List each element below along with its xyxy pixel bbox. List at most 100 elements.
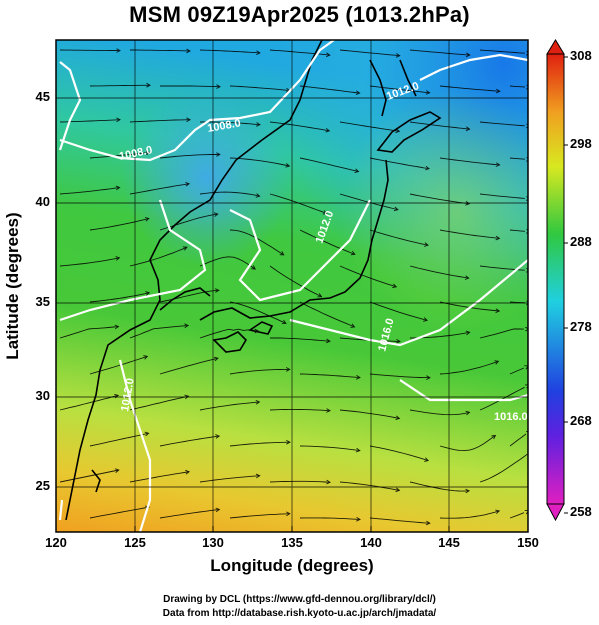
streamline-arrow: [145, 291, 151, 296]
streamline: [299, 301, 355, 328]
streamline-arrow: [216, 84, 221, 89]
streamline-arrow: [215, 507, 221, 513]
streamline-arrow: [285, 367, 291, 372]
streamline: [339, 121, 400, 132]
streamline: [59, 187, 120, 195]
colorbar-max-arrow: [546, 39, 565, 55]
streamline: [409, 193, 470, 205]
streamline: [409, 481, 470, 492]
streamline: [339, 409, 400, 419]
streamline-arrow: [424, 242, 429, 247]
streamline-arrow: [255, 193, 261, 198]
colorbar-scale: [546, 53, 565, 505]
streamline-arrow: [355, 90, 361, 96]
map-title: MSM 09Z19Apr2025 (1013.2hPa): [129, 2, 470, 27]
streamline: [479, 193, 525, 199]
streamline: [439, 157, 500, 166]
streamline: [229, 157, 290, 167]
contour-label: 1012.0: [119, 377, 137, 412]
streamline-arrow: [144, 431, 150, 437]
streamline-arrow: [326, 408, 331, 413]
streamline-arrow: [495, 509, 501, 515]
streamline: [369, 517, 430, 524]
streamline: [299, 445, 360, 452]
streamline-arrow: [356, 375, 361, 380]
x-axis-title: Longitude (degrees): [210, 556, 374, 575]
streamline: [269, 121, 330, 132]
grid-lines: [56, 40, 528, 532]
streamline: [229, 368, 290, 375]
streamline: [199, 401, 260, 411]
streamline: [269, 480, 331, 483]
streamline-arrow: [350, 323, 356, 328]
streamline-arrow: [325, 127, 331, 133]
streamline-arrow: [425, 90, 431, 95]
streamline-arrow: [396, 339, 401, 344]
streamline-arrow: [356, 517, 361, 522]
streamline-arrow: [215, 434, 221, 439]
colorbar-tick-label: 298: [570, 136, 592, 151]
streamline-arrow: [395, 415, 401, 421]
streamline-arrow: [116, 48, 121, 53]
streamline-arrow: [495, 235, 501, 241]
streamline: [129, 395, 189, 411]
streamline-arrow: [350, 250, 356, 256]
streamline-arrow: [392, 283, 398, 289]
streamline: [199, 475, 260, 483]
streamline-arrow: [186, 48, 191, 54]
streamline-arrow: [213, 212, 219, 217]
colorbar-tick-label: 278: [570, 319, 592, 334]
streamline-arrow: [524, 509, 528, 515]
streamline-arrow: [256, 122, 261, 127]
streamline-arrow: [495, 308, 501, 314]
streamline: [369, 301, 428, 321]
streamline: [89, 432, 149, 447]
x-tick-label: 150: [517, 535, 539, 550]
streamline: [479, 49, 525, 54]
streamline: [269, 265, 322, 298]
streamline-arrow: [395, 128, 401, 134]
streamline: [129, 183, 190, 195]
streamline: [59, 49, 121, 52]
y-tick-label: 40: [35, 194, 50, 209]
streamline-arrow: [465, 52, 471, 58]
y-axis-title: Latitude (degrees): [3, 212, 22, 360]
streamline-arrow: [465, 126, 471, 132]
streamline-arrow: [185, 469, 191, 475]
streamline-arrow: [326, 479, 331, 485]
streamline: [439, 360, 499, 375]
streamline-arrow: [465, 330, 471, 336]
streamline: [229, 441, 290, 447]
streamline: [200, 121, 260, 126]
x-tick-label: 135: [281, 535, 303, 550]
streamline: [129, 119, 191, 123]
streamline: [369, 229, 429, 246]
streamline: [439, 85, 500, 92]
streamline: [199, 328, 259, 339]
contour-labels: 1008.0 1008.0 1012.0 1016.0 1012.0 1016.…: [118, 80, 528, 423]
streamline-arrow: [184, 394, 190, 400]
streamline: [479, 328, 524, 339]
streamline-arrow: [213, 356, 219, 362]
streamline-arrow: [144, 217, 150, 222]
streamline-arrow: [256, 50, 261, 56]
streamline-arrow: [182, 246, 188, 251]
streamline: [369, 157, 430, 170]
contour-label: 1008.0: [206, 117, 241, 135]
streamline: [89, 292, 150, 303]
streamline: [269, 408, 331, 412]
colorbar-tick-label: 288: [570, 234, 592, 249]
streamline: [509, 157, 525, 160]
x-tick-label: 125: [124, 535, 146, 550]
streamline: [59, 469, 119, 483]
streamline-arrow: [185, 181, 191, 187]
streamline: [479, 121, 525, 127]
streamline-arrow: [286, 511, 291, 517]
streamline-arrow: [395, 53, 401, 58]
streamline: [509, 512, 525, 519]
streamline: [130, 49, 191, 52]
streamline-arrow: [524, 365, 528, 370]
streamline: [199, 49, 260, 54]
streamline-arrow: [495, 88, 501, 94]
streamline: [89, 218, 149, 231]
